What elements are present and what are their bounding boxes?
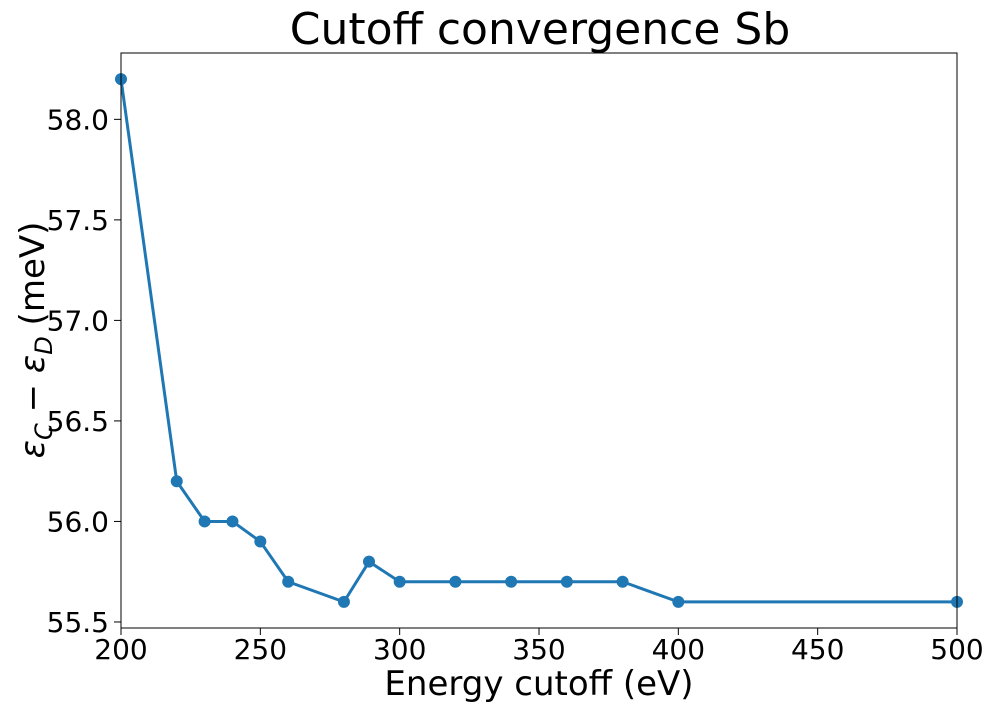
y-tick-label: 55.5	[47, 606, 109, 639]
y-tick-label: 56.5	[47, 405, 109, 438]
x-tick-label: 250	[234, 633, 287, 666]
y-tick-label: 56.0	[47, 505, 109, 538]
data-point	[254, 535, 267, 548]
data-point	[616, 575, 629, 588]
data-layer	[115, 73, 963, 608]
x-tick-label: 350	[512, 633, 565, 666]
y-tick-label: 58.0	[47, 103, 109, 136]
plot-frame	[120, 52, 958, 629]
x-tick-label: 300	[373, 633, 426, 666]
y-label-minus: −	[13, 373, 53, 423]
data-point	[198, 515, 211, 528]
data-point	[170, 475, 183, 488]
data-point	[226, 515, 239, 528]
y-label-sub-d: D	[30, 336, 58, 354]
data-point	[363, 555, 376, 568]
y-label-sub-c: C	[30, 423, 58, 440]
data-point	[505, 575, 518, 588]
data-point	[449, 575, 462, 588]
plot-area	[121, 53, 957, 628]
data-point	[282, 575, 295, 588]
x-tick-label: 400	[652, 633, 705, 666]
y-axis-label: εC − εD (meV)	[13, 222, 58, 459]
data-point	[393, 575, 406, 588]
y-tick-label: 57.0	[47, 304, 109, 337]
x-tick-label: 200	[94, 633, 147, 666]
x-tick-label: 500	[930, 633, 983, 666]
data-point	[337, 595, 350, 608]
data-point	[672, 595, 685, 608]
y-tick-label: 57.5	[47, 204, 109, 237]
data-point	[560, 575, 573, 588]
x-axis-label: Energy cutoff (eV)	[384, 664, 693, 704]
y-label-unit: (meV)	[13, 222, 53, 337]
y-label-eps-c: ε	[13, 440, 53, 458]
x-tick-label: 450	[791, 633, 844, 666]
chart-title: Cutoff convergence Sb	[290, 4, 791, 55]
y-label-eps-d: ε	[13, 355, 53, 373]
axis-ticks: 200 250 300 350 400 450 500 55.5 56.0 56.5 57.0 57.…	[47, 103, 984, 666]
